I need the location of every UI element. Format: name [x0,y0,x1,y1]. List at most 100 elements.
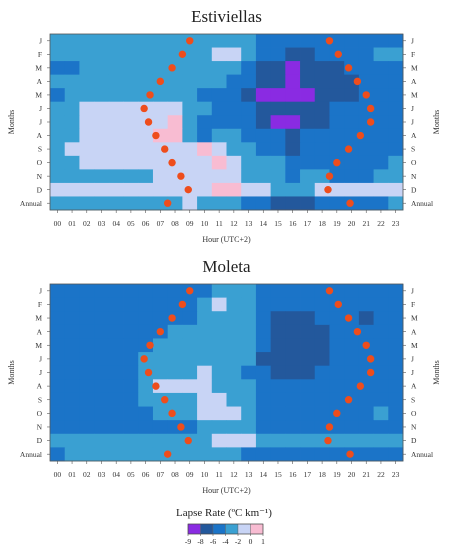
moleta-heat-cell [300,365,316,380]
moleta-heat-cell [270,352,286,367]
estiviellas-heat-cell [108,34,124,48]
moleta-heat-cell [94,420,110,435]
estiviellas-heat-cell [388,115,404,130]
moleta-heat-cell [285,420,301,435]
estiviellas-heat-cell [152,182,169,197]
moleta-y-tick-label-right: D [411,436,417,445]
estiviellas-heat-cell [152,34,169,48]
estiviellas-heat-cell [197,182,213,197]
estiviellas-heat-cell [373,34,389,48]
estiviellas-heat-cell [285,196,301,211]
estiviellas-heat-cell [211,128,227,143]
estiviellas-heat-cell [314,169,330,184]
estiviellas-heat-cell [197,88,213,103]
estiviellas-heat-cell [255,196,272,211]
moleta-heat-cell [270,406,286,421]
moleta-heat-cell [94,365,110,380]
moleta-sunset-point [346,450,354,458]
moleta-heat-cell [285,379,301,394]
moleta-heat-cell [123,352,139,367]
estiviellas-heat-cell [314,88,330,103]
moleta-heat-cell [79,297,95,312]
moleta-heat-cell [241,311,257,326]
estiviellas-heat-cell [388,142,404,157]
estiviellas-y-tick-label: D [37,185,43,194]
estiviellas-heat-cell [211,182,227,197]
moleta-heat-cell [152,433,169,448]
moleta-sunset-point [362,341,370,349]
estiviellas-heat-cell [108,74,124,89]
estiviellas-y-tick-label-right: N [411,172,417,181]
estiviellas-heat-cell [108,61,124,76]
estiviellas-heat-cell [344,47,360,62]
moleta-heat-cell [64,338,80,353]
estiviellas-sunset-point [353,77,362,86]
moleta-heat-cell [182,379,198,394]
estiviellas-heat-cell [167,47,183,62]
estiviellas-heat-cell [226,142,242,157]
moleta-heat-cell [255,311,272,326]
estiviellas-x-tick-label: 13 [245,219,253,228]
moleta-heat-cell [255,433,272,448]
estiviellas-heat-cell [358,142,374,157]
estiviellas-x-tick-label: 03 [98,219,106,228]
estiviellas-sunrise-point [178,50,187,59]
moleta-heat-cell [255,365,272,380]
estiviellas-heat-cell [270,169,286,184]
legend-swatch [187,523,201,535]
estiviellas-heat-cell [255,142,272,157]
moleta-sunrise-point [168,409,176,418]
moleta-heat-cell [314,392,330,407]
moleta-heat-cell [314,284,330,299]
moleta-heat-cell [64,379,80,394]
estiviellas-heat-cell [123,142,139,157]
moleta-heat-cell [285,433,301,448]
moleta-heat-cell [241,324,257,339]
estiviellas-x-tick-label: 18 [318,219,326,228]
moleta-heat-cell [108,420,124,435]
moleta-heat-cell [123,365,139,380]
estiviellas-heat-cell [270,182,286,197]
estiviellas-heat-cell [270,61,286,76]
moleta-heat-cell [226,406,242,421]
moleta-heat-cell [64,433,80,448]
moleta-heat-cell [123,420,139,435]
moleta-heat-cell [152,420,169,435]
moleta-heat-cell [270,284,286,299]
estiviellas-heat-cell [108,155,124,170]
estiviellas-heat-cell [211,61,227,76]
estiviellas-heat-cell [182,88,198,103]
estiviellas-heat-cell [197,169,213,184]
moleta-x-tick-label: 08 [171,470,179,479]
estiviellas-heat-cell [50,196,66,211]
estiviellas-heat-cell [64,128,80,143]
estiviellas-heat-cell [255,101,272,116]
estiviellas-heat-cell [388,155,404,170]
estiviellas-heat-cell [388,196,404,211]
estiviellas-heat-cell [182,142,198,157]
estiviellas-y-tick-label-right: O [411,158,417,167]
legend-title: Lapse Rate (ºC km⁻¹) [176,507,272,519]
estiviellas-heat-cell [270,101,286,116]
estiviellas-x-tick-label: 11 [216,219,223,228]
estiviellas-x-tick-label: 00 [54,219,62,228]
estiviellas-heat-cell [373,74,389,89]
moleta-y-tick-label-right: A [411,327,417,336]
estiviellas-heat-cell [270,115,286,130]
estiviellas-heat-cell [241,47,257,62]
moleta-heat-cell [50,338,66,353]
moleta-x-tick-label: 02 [83,470,91,479]
moleta-heat-cell [314,447,330,462]
estiviellas-heat-cell [329,169,345,184]
estiviellas-heat-cell [241,182,257,197]
moleta-heat-cell [373,324,389,339]
estiviellas-heat-cell [300,142,316,157]
moleta-y-tick-label: D [37,436,43,445]
estiviellas-heat-cell [79,101,95,116]
moleta-heat-cell [358,311,374,326]
estiviellas-heat-cell [123,61,139,76]
moleta-heat-cell [197,284,213,299]
moleta-heat-cell [285,365,301,380]
moleta-heat-cell [138,324,154,339]
moleta-heat-cell [285,338,301,353]
